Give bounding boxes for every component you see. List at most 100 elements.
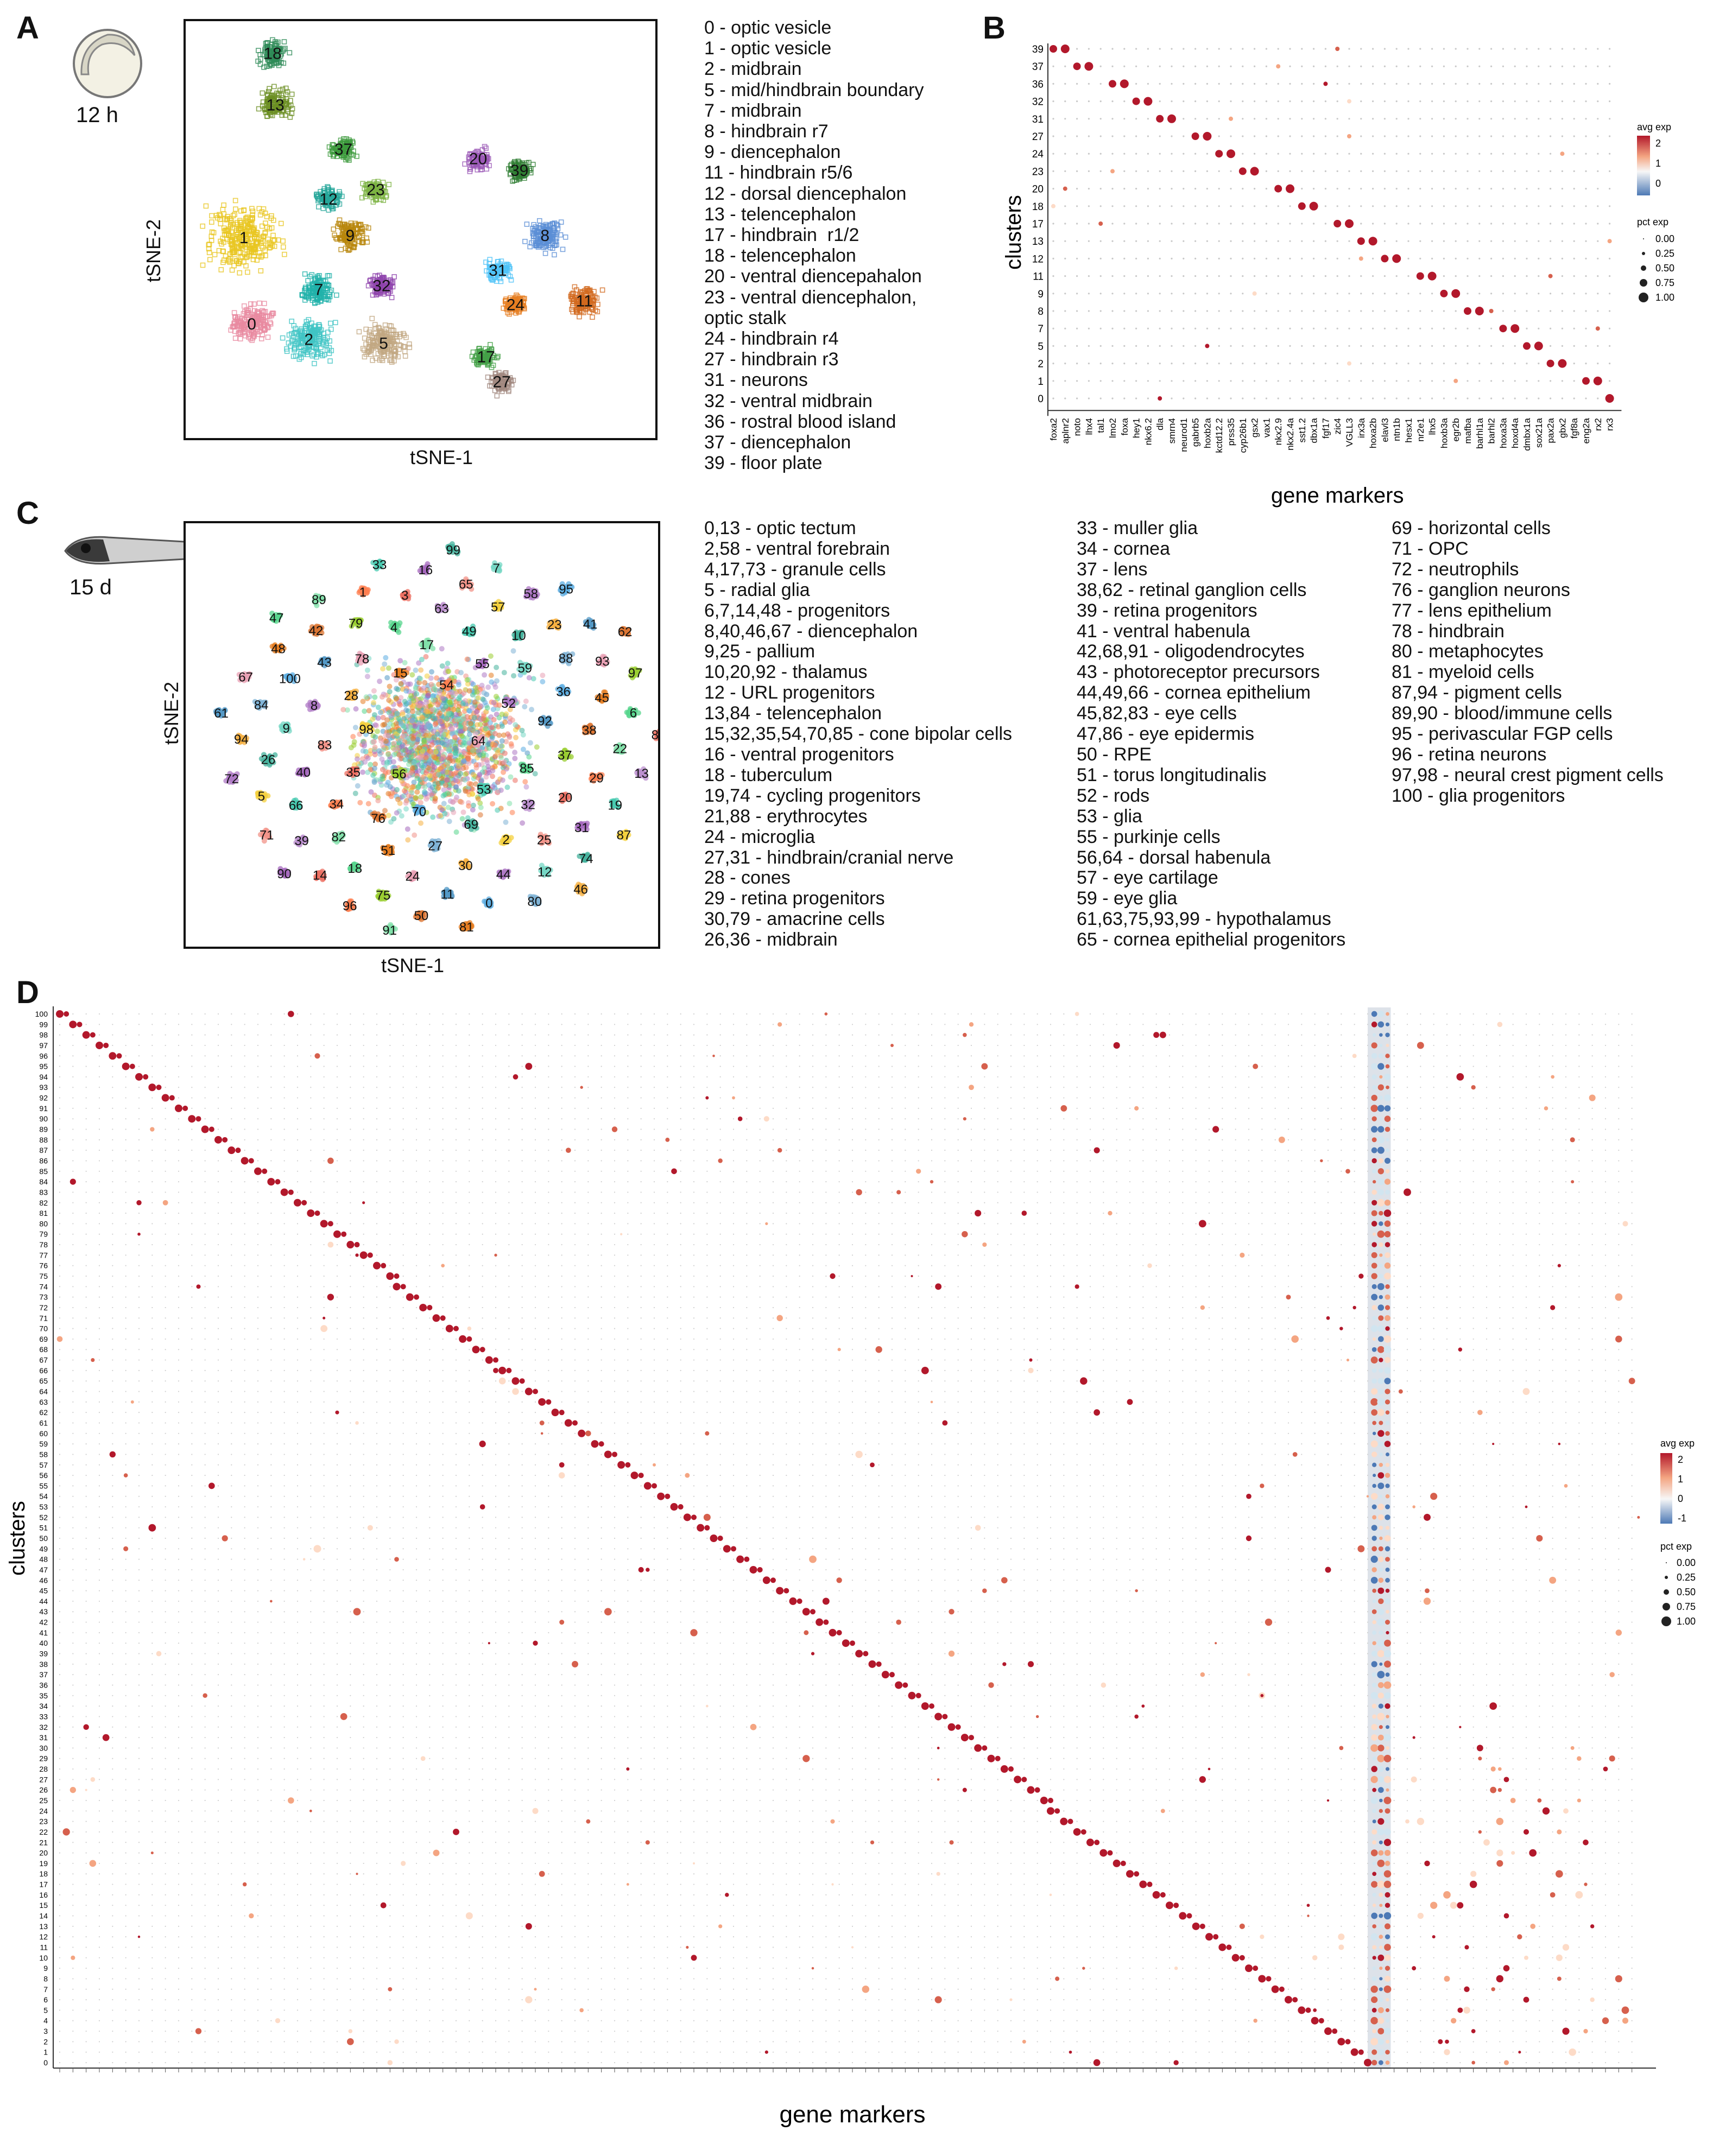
tsne-point	[221, 239, 226, 245]
dot	[1238, 167, 1247, 175]
tsne-point	[241, 207, 247, 213]
dot	[1431, 293, 1433, 295]
tsne-point	[413, 686, 419, 692]
tsne-point	[246, 249, 252, 255]
dot	[1395, 65, 1398, 67]
dot	[1159, 310, 1161, 312]
dot	[1597, 363, 1599, 365]
dot	[1254, 188, 1256, 190]
dot	[1265, 327, 1267, 329]
dot	[1183, 153, 1185, 155]
dot	[1052, 223, 1054, 225]
dot	[1609, 188, 1611, 190]
dot	[1159, 83, 1161, 85]
dot	[1490, 275, 1493, 277]
dot	[1242, 48, 1244, 50]
tsne-point	[346, 247, 352, 252]
tsne-point	[356, 233, 362, 239]
dot	[1550, 240, 1552, 242]
dot	[1147, 380, 1149, 382]
dot	[1147, 223, 1149, 225]
panel-a-cluster-legend: 0 - optic vesicle 1 - optic vesicle 2 - mi…	[704, 17, 924, 473]
tsne-point	[360, 181, 365, 187]
dot	[1360, 100, 1362, 103]
tsne-point	[369, 333, 375, 339]
dot	[1183, 363, 1185, 365]
dot	[1526, 170, 1528, 172]
dot	[1490, 83, 1493, 85]
dot	[1550, 170, 1552, 172]
tsne-point	[275, 106, 281, 112]
tsne-point	[558, 219, 564, 225]
tsne-point	[278, 220, 284, 226]
tsne-point	[470, 163, 476, 169]
dot	[1324, 100, 1326, 103]
tsne-point	[251, 253, 257, 259]
tsne-point	[485, 358, 491, 364]
dot	[1514, 257, 1516, 259]
dot	[1111, 397, 1114, 400]
tsne-point	[290, 353, 296, 359]
dot	[1206, 83, 1208, 85]
tsne-point	[320, 339, 326, 345]
dot	[1597, 240, 1599, 242]
tsne-point	[538, 223, 543, 229]
dot	[1313, 380, 1315, 382]
dot	[1336, 65, 1338, 67]
dot	[1336, 118, 1338, 120]
tick-label: egr2b	[1451, 418, 1461, 441]
dot	[1123, 118, 1126, 120]
dot	[1289, 65, 1291, 67]
dot	[1336, 153, 1338, 155]
dot	[1443, 275, 1445, 277]
tsne-point	[387, 323, 393, 328]
dot	[1099, 257, 1102, 259]
tsne-point	[365, 801, 371, 807]
dot	[1167, 114, 1176, 123]
dot	[1538, 65, 1540, 67]
dot	[1324, 310, 1326, 312]
dot	[1191, 132, 1199, 140]
tsne-point	[527, 740, 533, 746]
tsne-point	[232, 198, 238, 204]
dot	[1254, 65, 1256, 67]
dot	[1348, 83, 1350, 85]
tsne-point	[374, 185, 380, 191]
dot	[1242, 100, 1244, 103]
tsne-point	[409, 672, 415, 678]
tsne-point	[418, 667, 424, 673]
dot	[1156, 115, 1164, 123]
dot	[1419, 310, 1421, 312]
tsne-point	[385, 665, 391, 671]
tsne-point	[340, 232, 345, 238]
dot	[1538, 170, 1540, 172]
dot	[1194, 275, 1197, 277]
dot	[1419, 153, 1421, 155]
tsne-point	[488, 673, 494, 678]
tsne-point	[395, 687, 401, 693]
dot	[1132, 97, 1140, 105]
tsne-point	[396, 715, 402, 721]
tsne-point	[243, 218, 249, 223]
dot	[1230, 275, 1232, 277]
dot	[1230, 310, 1232, 312]
tsne-point	[317, 273, 322, 278]
dot	[1052, 380, 1054, 382]
dot	[1573, 205, 1575, 207]
tsne-point	[531, 222, 537, 227]
tsne-point	[354, 154, 359, 159]
tsne-point	[353, 706, 359, 712]
tick-label: gabrb5	[1191, 418, 1201, 447]
legend-item: 31 - neurons	[704, 370, 924, 390]
legend-item: 12 - dorsal diencephalon	[704, 183, 924, 204]
tsne-point	[502, 268, 508, 274]
dot	[1561, 257, 1563, 259]
dot	[1147, 205, 1149, 207]
tick-label: 12	[1032, 253, 1044, 265]
dot	[1395, 310, 1398, 312]
tsne-point	[309, 272, 315, 278]
dot	[1499, 325, 1507, 333]
tsne-point	[362, 354, 368, 360]
tsne-point	[394, 787, 400, 792]
tsne-point	[459, 816, 465, 822]
